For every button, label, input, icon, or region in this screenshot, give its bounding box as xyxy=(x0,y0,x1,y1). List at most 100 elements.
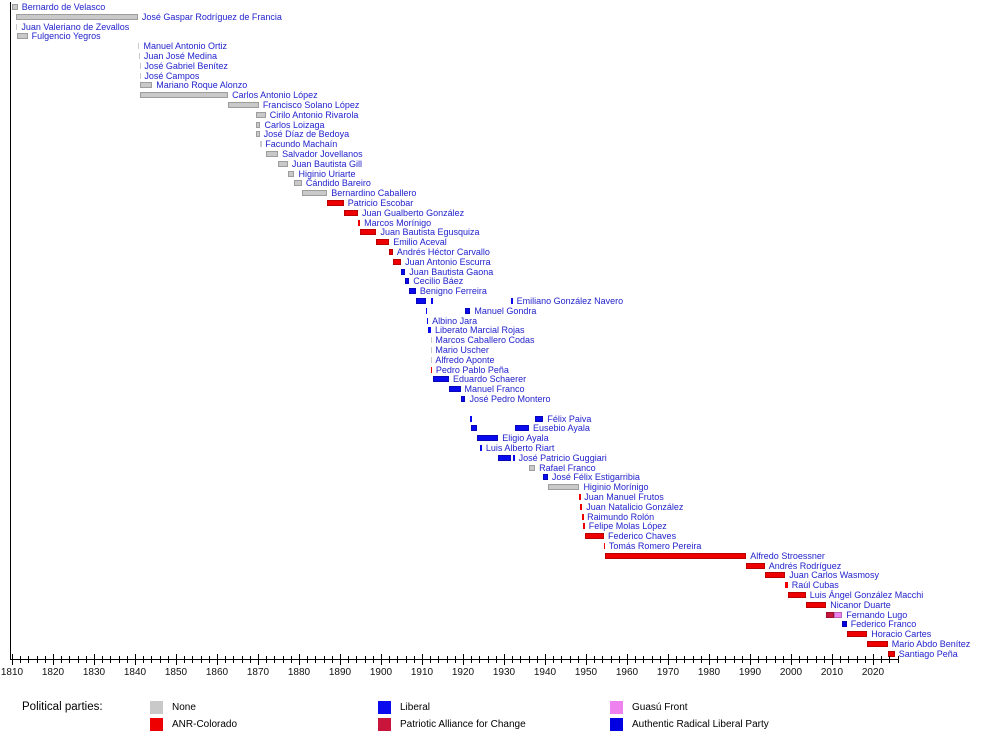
x-axis-tick-label: 1910 xyxy=(410,667,434,678)
x-axis-minor-tick xyxy=(446,656,448,663)
president-name-label: Felipe Molas López xyxy=(588,521,667,532)
president-name-label: Horacio Cartes xyxy=(871,629,932,640)
x-axis-minor-tick xyxy=(323,656,325,663)
x-axis-minor-tick xyxy=(725,656,727,663)
x-axis-minor-tick xyxy=(200,656,202,663)
x-axis-minor-tick xyxy=(44,656,46,663)
president-name-label: José Campos xyxy=(144,70,200,81)
x-axis-major-tick xyxy=(627,654,628,665)
term-bar-none xyxy=(278,160,288,167)
president-name-label: Francisco Solano López xyxy=(262,100,360,110)
x-axis-minor-tick xyxy=(249,656,251,663)
president-name-label: José Díaz de Bedoya xyxy=(263,129,350,140)
term-bar-none xyxy=(430,356,432,363)
term-bar-none xyxy=(12,4,18,10)
term-bar-anr xyxy=(389,249,393,255)
x-axis-minor-tick xyxy=(823,656,825,663)
legend-entry-label: Guasú Front xyxy=(632,702,688,713)
president-name-label: Cecilio Báez xyxy=(413,276,464,287)
president-name-label: Juan Gualberto González xyxy=(362,207,465,218)
term-bar-none xyxy=(256,121,261,128)
x-axis-minor-tick xyxy=(856,656,858,663)
x-axis-minor-tick xyxy=(799,656,801,663)
x-axis-minor-tick xyxy=(102,656,104,663)
x-axis-minor-tick xyxy=(889,656,891,663)
term-bar-anr xyxy=(376,239,390,246)
x-axis-minor-tick xyxy=(118,656,120,663)
term-bar-liberal xyxy=(476,435,499,442)
x-axis-minor-tick xyxy=(266,656,268,663)
x-axis-minor-tick xyxy=(528,656,530,663)
y-axis-line xyxy=(10,2,11,659)
president-name-label: Santiago Peña xyxy=(898,648,958,659)
president-name-label: Alfredo Stroessner xyxy=(750,550,825,561)
president-name-label: Fernando Lugo xyxy=(846,609,908,620)
legend-swatch-anr xyxy=(150,718,163,731)
term-bar-anr xyxy=(604,543,606,549)
x-axis-minor-tick xyxy=(741,656,743,663)
term-bar-anr xyxy=(580,503,583,510)
x-axis-tick-label: 1950 xyxy=(574,667,598,678)
term-bar-anr xyxy=(746,562,765,569)
term-bar-anr xyxy=(764,572,786,579)
legend-swatch-guasu xyxy=(610,701,623,714)
term-bar-pac xyxy=(826,611,835,618)
president-name-label: Eligio Ayala xyxy=(502,433,549,444)
president-name-label: Juan Bautista Egusquiza xyxy=(380,227,480,238)
x-axis-major-tick xyxy=(668,654,669,665)
x-axis-minor-tick xyxy=(553,656,555,663)
x-axis-major-tick xyxy=(504,654,505,665)
president-name-label: Luis Alberto Riart xyxy=(485,443,555,453)
president-name-label: José Félix Estigarribia xyxy=(551,472,640,483)
x-axis-tick-label: 1970 xyxy=(656,667,680,678)
x-axis-minor-tick xyxy=(561,656,563,663)
x-axis-minor-tick xyxy=(372,656,374,663)
president-name-label: Juan Carlos Wasmosy xyxy=(789,570,879,581)
x-axis-tick-label: 2020 xyxy=(861,667,885,678)
term-bar-anr xyxy=(604,552,747,559)
president-name-label: José Gabriel Benítez xyxy=(144,60,228,71)
term-bar-liberal xyxy=(409,288,416,295)
x-axis-minor-tick xyxy=(290,656,292,663)
x-axis-major-tick xyxy=(463,654,464,665)
x-axis-major-tick xyxy=(12,654,13,665)
x-axis-minor-tick xyxy=(413,656,415,663)
x-axis-tick-label: 1960 xyxy=(615,667,639,678)
term-bar-liberal xyxy=(428,327,431,334)
president-name-label: Facundo Machaín xyxy=(265,139,338,150)
term-bar-none xyxy=(139,62,141,69)
term-bar-anr xyxy=(327,200,344,206)
x-axis-minor-tick xyxy=(897,656,899,663)
term-bar-liberal xyxy=(431,298,433,304)
x-axis-minor-tick xyxy=(471,656,473,663)
x-axis-major-tick xyxy=(709,654,710,665)
term-bar-liberal xyxy=(432,376,450,383)
president-name-label: Marcos Caballero Codas xyxy=(435,335,535,346)
x-axis-minor-tick xyxy=(840,656,842,663)
x-axis-minor-tick xyxy=(520,656,522,663)
x-axis-tick-label: 2000 xyxy=(779,667,803,678)
term-bar-liberal xyxy=(543,474,548,481)
x-axis-minor-tick xyxy=(233,656,235,663)
x-axis-minor-tick xyxy=(110,656,112,663)
term-bar-liberal xyxy=(535,415,544,422)
legend-swatch-pac xyxy=(378,718,391,731)
president-name-label: Mario Uscher xyxy=(435,345,489,355)
term-bar-liberal xyxy=(426,317,429,324)
x-axis-minor-tick xyxy=(487,656,489,663)
president-name-label: Higinio Morínigo xyxy=(583,482,649,493)
legend-entry-label: ANR-Colorado xyxy=(172,719,238,730)
x-axis-minor-tick xyxy=(208,656,210,663)
term-bar-liberal xyxy=(449,386,461,393)
x-axis-minor-tick xyxy=(307,656,309,663)
term-bar-liberal xyxy=(425,307,428,314)
term-bar-anr xyxy=(358,219,361,226)
president-name-label: Raimundo Rolón xyxy=(587,511,655,522)
president-name-label: Juan Natalicio González xyxy=(586,501,684,512)
president-name-label: Salvador Jovellanos xyxy=(282,149,363,159)
term-bar-none xyxy=(16,23,18,30)
term-bar-none xyxy=(301,190,328,197)
x-axis-minor-tick xyxy=(159,656,161,663)
x-axis-tick-label: 1820 xyxy=(41,667,65,678)
term-bar-anr xyxy=(787,592,806,598)
